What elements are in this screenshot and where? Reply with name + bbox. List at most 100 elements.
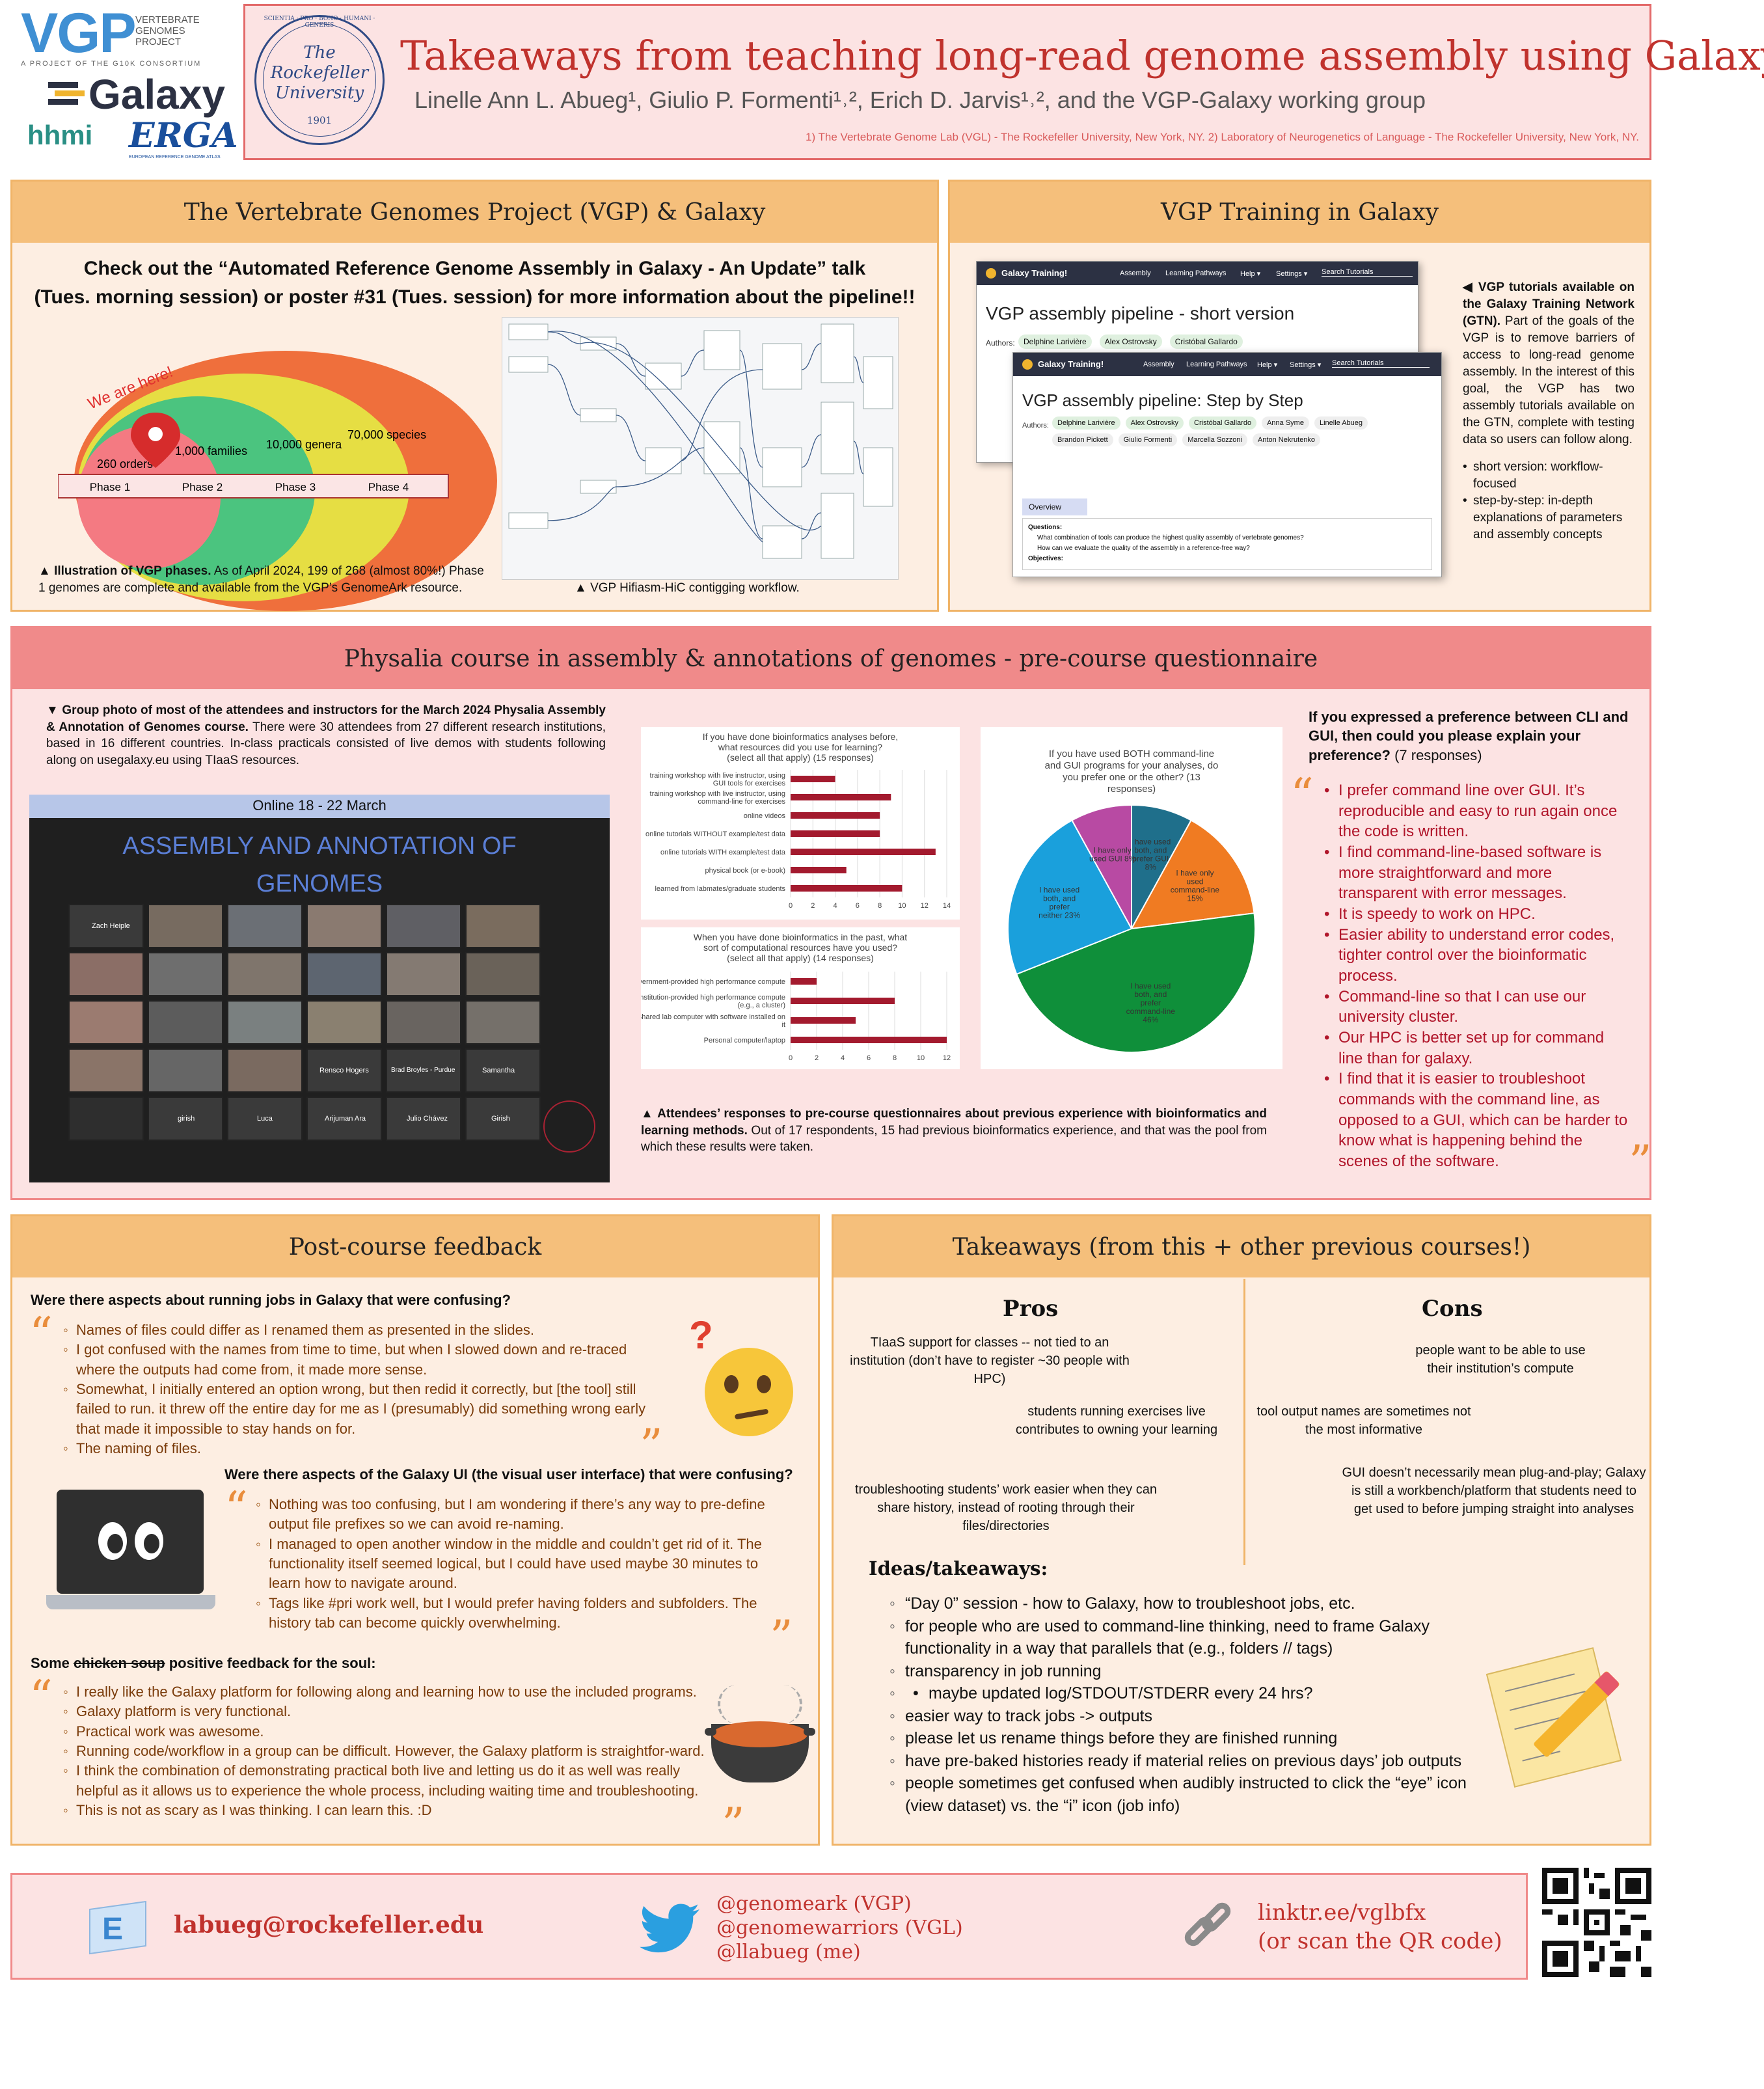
preference-response: Command-line so that I can use our unive…	[1324, 987, 1633, 1028]
close-quote-icon: ”	[722, 1798, 745, 1851]
species-label: 70,000 species	[347, 428, 426, 441]
pie-slice-label: used	[1186, 877, 1203, 886]
participant-name: Arijuman Ara	[325, 1115, 366, 1123]
twitter-bird-icon	[637, 1896, 702, 1961]
vgp-section: The Vertebrate Genomes Project (VGP) & G…	[10, 180, 939, 612]
nav-learning-pathways[interactable]: Learning Pathways	[1165, 269, 1227, 277]
physalia-section: Physalia course in assembly & annotation…	[10, 626, 1652, 1200]
authors-label: Authors:	[986, 338, 1015, 348]
x-tick-label: 0	[789, 1054, 793, 1062]
question-1: What combination of tools can produce th…	[1037, 534, 1304, 541]
training-section: VGP Training in Galaxy Galaxy Training! …	[948, 180, 1651, 612]
chart2-title-line1: When you have done bioinformatics in the…	[694, 932, 908, 942]
participant-name: Samantha	[482, 1067, 515, 1074]
pie-slice-label: neither 23%	[1038, 911, 1080, 920]
twitter-handle[interactable]: @genomeark (VGP)	[716, 1892, 912, 1915]
contact-email[interactable]: labueg@rockefeller.edu	[174, 1911, 484, 1939]
category-label: training workshop with live instructor, …	[650, 772, 785, 780]
qr-code[interactable]	[1542, 1868, 1651, 1977]
chart-learning-resources-svg: If you have done bioinformatics analyses…	[645, 731, 951, 910]
idea-subitem: •maybe updated log/STDOUT/STDERR every 2…	[889, 1682, 1475, 1705]
preference-responses: I prefer command line over GUI. It’s rep…	[1324, 780, 1633, 1172]
chart2-title-line2: sort of computational resources have you…	[703, 942, 897, 953]
idea-item: transparency in job running	[889, 1660, 1475, 1683]
nav-learning-pathways[interactable]: Learning Pathways	[1186, 361, 1247, 368]
rockefeller-seal: SCIENTIA · PRO · BONO · HUMANI · GENERIS…	[254, 15, 385, 145]
overview-tab[interactable]: Overview	[1022, 498, 1087, 515]
gtn-heading-short: VGP assembly pipeline - short version	[986, 303, 1295, 323]
nav-search[interactable]: Search Tutorials	[1322, 268, 1413, 277]
contact-footer: E labueg@rockefeller.edu @genomeark (VGP…	[10, 1873, 1528, 1980]
nav-help[interactable]: Help ▾	[1257, 361, 1278, 369]
x-tick-label: 6	[856, 902, 860, 910]
feedback-item: Practical work was awesome.	[63, 1722, 714, 1742]
families-label: 1,000 families	[175, 444, 247, 457]
pie-slice-label: command-line	[1171, 885, 1220, 894]
questions-label: Questions:	[1028, 524, 1063, 531]
physalia-logo-icon	[543, 1100, 595, 1153]
pie-slice-label: command-line	[1126, 1007, 1176, 1016]
chart1-title-line1: If you have done bioinformatics analyses…	[703, 731, 898, 742]
nav-settings[interactable]: Settings ▾	[1276, 270, 1308, 278]
tutorial-bullet: • step-by-step: in-depth explanations of …	[1463, 494, 1623, 542]
feedback-item: Galaxy platform is very functional.	[63, 1702, 714, 1722]
twitter-handle[interactable]: @genomewarriors (VGL)	[716, 1917, 963, 1939]
linktree-link[interactable]: linktr.ee/vglbfx (or scan the QR code)	[1258, 1900, 1502, 1954]
nav-assembly[interactable]: Assembly	[1120, 269, 1151, 277]
genera-label: 10,000 genera	[266, 438, 342, 451]
chart1-title-line3: (select all that apply) (15 responses)	[727, 752, 874, 763]
erga-tagline: EUROPEAN REFERENCE GENOME ATLAS	[129, 155, 221, 159]
bar	[791, 830, 880, 837]
nav-settings[interactable]: Settings ▾	[1290, 361, 1322, 369]
orders-label: 260 orders	[97, 457, 153, 471]
feedback-item: The naming of files.	[63, 1439, 662, 1459]
pie-slice-label: prefer GUI	[1132, 854, 1169, 863]
erga-logo: ERGA	[129, 116, 238, 156]
close-quote-icon: ”	[640, 1419, 663, 1473]
feedback-list-3: I really like the Galaxy platform for fo…	[63, 1682, 714, 1821]
phase-2-label: Phase 2	[182, 481, 223, 493]
seal-university: University	[275, 83, 364, 103]
nav-assembly[interactable]: Assembly	[1143, 361, 1174, 368]
feedback-item: I got confused with the names from time …	[63, 1340, 662, 1380]
twitter-handles[interactable]: @genomeark (VGP) @genomewarriors (VGL) @…	[716, 1892, 963, 1964]
participant-name: Rensco Hogers	[319, 1067, 369, 1074]
x-tick-label: 10	[898, 902, 906, 910]
twitter-handle[interactable]: @llabueg (me)	[716, 1941, 861, 1963]
category-label: online tutorials WITH example/test data	[660, 849, 786, 856]
nav-help[interactable]: Help ▾	[1240, 270, 1261, 278]
photo-banner: Online 18 - 22 March	[29, 795, 610, 818]
category-label: Personal computer/laptop	[704, 1037, 785, 1044]
idea-item: please let us rename things before they …	[889, 1727, 1475, 1750]
feedback-item: Tags like #pri work well, but I would pr…	[256, 1594, 789, 1633]
phases-caption: ▲ Illustration of VGP phases. As of Apri…	[38, 564, 484, 595]
phase-3-label: Phase 3	[275, 481, 316, 493]
takeaways-section: Takeaways (from this + other previous co…	[832, 1214, 1651, 1846]
seal-the: The	[303, 43, 336, 62]
email-icon: E	[89, 1900, 149, 1957]
title-banner: SCIENTIA · PRO · BONO · HUMANI · GENERIS…	[243, 4, 1764, 160]
author-chips-step: Delphine Larivière Alex Ostrovsky Cristó…	[1052, 416, 1430, 446]
takeaways-section-title: Takeaways (from this + other previous co…	[834, 1216, 1649, 1277]
con-item: tool output names are sometimes not the …	[1256, 1404, 1471, 1437]
pros-cons-divider	[1243, 1279, 1245, 1565]
location-pin-icon	[131, 413, 180, 468]
pie-slice-label: I have only	[1094, 845, 1132, 854]
phase-4-label: Phase 4	[368, 481, 409, 493]
pie-slice-label: used GUI 8%	[1089, 854, 1136, 863]
hhmi-logo: hhmi	[27, 120, 93, 150]
pie-slice	[1131, 804, 1192, 929]
workflow-image	[502, 317, 899, 580]
chart-cli-gui-preference: If you have used BOTH command-line and G…	[981, 727, 1282, 1069]
bar	[791, 1037, 947, 1043]
seal-rockefeller: Rockefeller	[270, 63, 369, 83]
affiliations: 1) The Vertebrate Genome Lab (VGL) - The…	[806, 131, 1639, 143]
author-chips-short: Delphine Larivière Alex Ostrovsky Cristó…	[1018, 335, 1243, 349]
participant-name: Girish	[491, 1115, 510, 1123]
pie-slice-label: both, and	[1134, 990, 1167, 999]
idea-item: easier way to track jobs -> outputs	[889, 1705, 1475, 1728]
pro-item: students running exercises live contribu…	[1015, 1404, 1218, 1437]
pie-slice	[1130, 819, 1255, 930]
nav-search[interactable]: Search Tutorials	[1332, 359, 1430, 368]
question-2: How can we evaluate the quality of the a…	[1037, 545, 1250, 552]
